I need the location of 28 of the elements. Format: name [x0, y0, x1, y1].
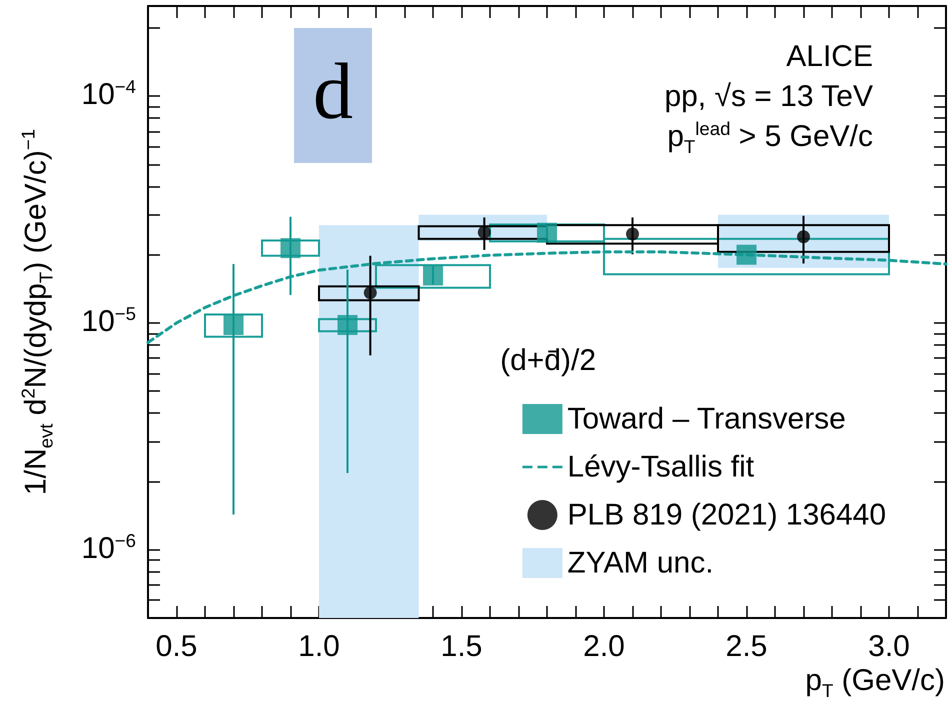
x-tick-label: 2.5 [726, 630, 768, 663]
legend-label: Toward – Transverse [567, 402, 846, 436]
point [736, 244, 756, 265]
point [338, 314, 358, 335]
x-axis-title: p$_{T}$ (GeV/c) [805, 664, 945, 701]
point [280, 238, 300, 258]
x-tick-label: 3.0 [868, 630, 910, 663]
legend-title: (d+d̄)/2 [500, 344, 596, 377]
annotation: ALICE [786, 40, 873, 73]
x-tick-label: 0.5 [156, 630, 198, 663]
legend-label: PLB 819 (2021) 136440 [567, 498, 886, 532]
y-tick-label: 10$^{−4}$ [81, 76, 136, 112]
annotation: p$_{T}$$^{lead}$ > 5 GeV/c [667, 118, 873, 157]
point [423, 265, 443, 286]
x-tick-label: 1.0 [298, 630, 340, 663]
legend-label: ZYAM unc. [567, 546, 714, 580]
y-tick-label: 10$^{−6}$ [81, 530, 136, 565]
annotation: d [294, 28, 372, 163]
x-tick-label: 1.5 [440, 630, 482, 663]
point [626, 227, 639, 240]
y-tick-label: 10$^{−5}$ [81, 302, 136, 338]
point [537, 222, 557, 243]
point [478, 226, 491, 239]
point [364, 286, 377, 300]
point [797, 230, 810, 244]
annotation: pp, √s = 13 TeV [664, 80, 873, 113]
x-tick-label: 2.0 [583, 630, 625, 663]
legend-label: Lévy-Tsallis fit [567, 450, 755, 484]
